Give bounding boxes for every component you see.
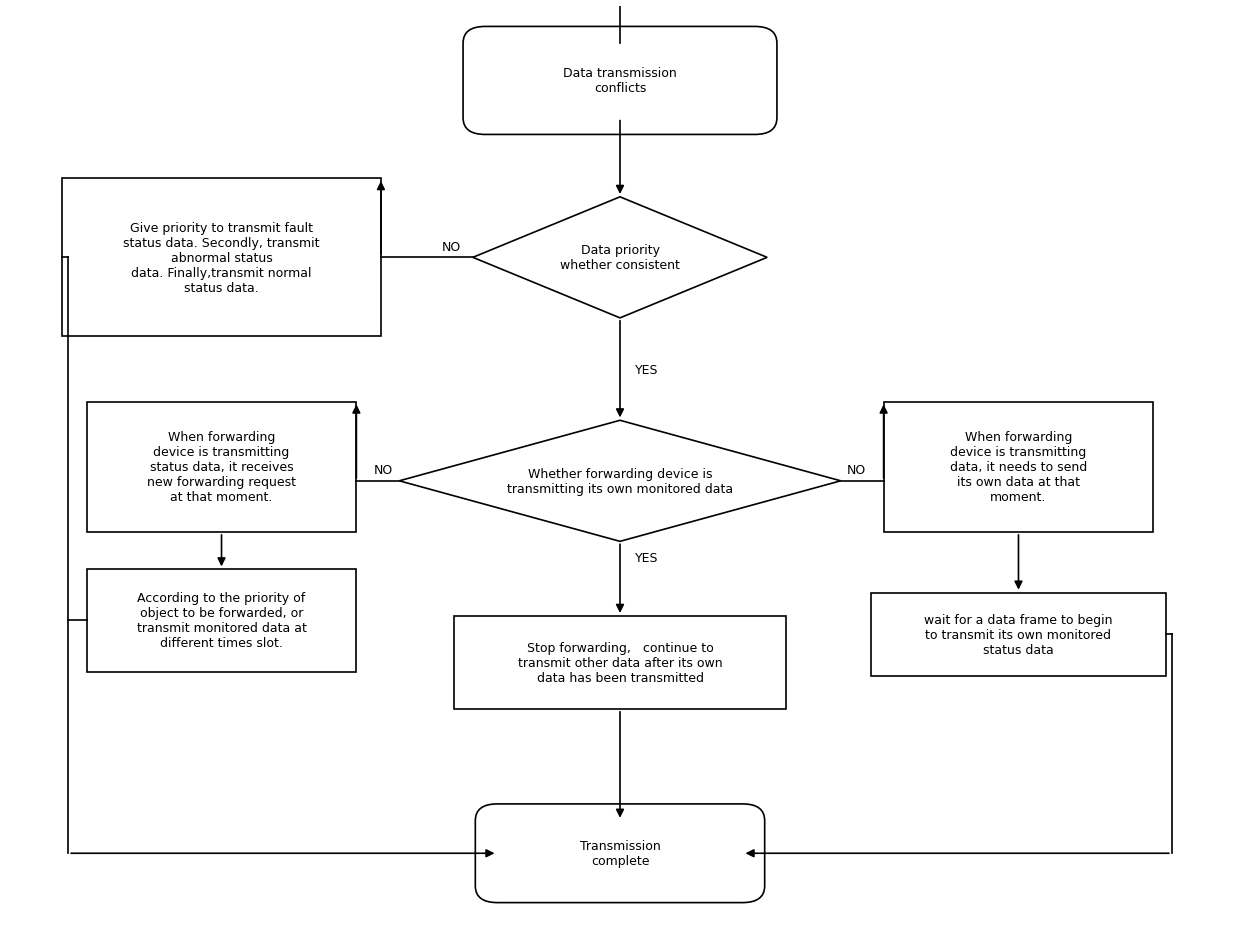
FancyBboxPatch shape [475, 804, 765, 902]
Text: YES: YES [635, 551, 658, 565]
Polygon shape [399, 421, 841, 542]
Bar [884, 402, 1153, 532]
FancyBboxPatch shape [463, 27, 777, 135]
Text: Stop forwarding,   continue to
transmit other data after its own
data has been t: Stop forwarding, continue to transmit ot… [517, 641, 723, 684]
Bar [87, 402, 356, 532]
Text: Data transmission
conflicts: Data transmission conflicts [563, 67, 677, 95]
Text: Give priority to transmit fault
status data. Secondly, transmit
abnormal status
: Give priority to transmit fault status d… [123, 222, 320, 295]
Text: NO: NO [847, 464, 866, 477]
Bar [87, 569, 356, 672]
Text: NO: NO [374, 464, 393, 477]
Text: When forwarding
device is transmitting
data, it needs to send
its own data at th: When forwarding device is transmitting d… [950, 430, 1087, 504]
Bar [872, 593, 1166, 677]
Polygon shape [472, 197, 768, 318]
Text: YES: YES [635, 363, 658, 376]
Text: wait for a data frame to begin
to transmit its own monitored
status data: wait for a data frame to begin to transm… [924, 614, 1112, 656]
Bar [455, 616, 785, 709]
Text: Transmission
complete: Transmission complete [579, 839, 661, 868]
Text: NO: NO [441, 241, 460, 253]
Text: According to the priority of
object to be forwarded, or
transmit monitored data : According to the priority of object to b… [136, 592, 306, 649]
Bar [62, 179, 381, 337]
Text: Data priority
whether consistent: Data priority whether consistent [560, 244, 680, 272]
Text: Whether forwarding device is
transmitting its own monitored data: Whether forwarding device is transmittin… [507, 467, 733, 496]
Text: When forwarding
device is transmitting
status data, it receives
new forwarding r: When forwarding device is transmitting s… [148, 430, 296, 504]
